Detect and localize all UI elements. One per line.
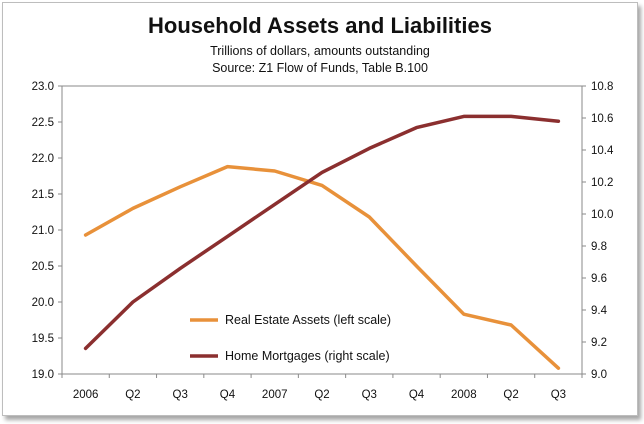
left-axis-tick-label: 21.0 [32,225,54,237]
right-axis-tick-label: 9.2 [591,337,607,349]
series-line-real-estate-assets [83,164,561,370]
legend-label: Real Estate Assets (left scale) [225,313,391,327]
x-axis-tick-label: 2008 [451,389,477,401]
x-axis-tick-label: Q2 [503,389,518,401]
left-axis-tick-label: 19.5 [32,333,54,345]
left-axis: 23.0 22.5 22.0 21.5 21.0 20.5 20.0 19.5 19.0 [32,81,62,381]
chart-frame: Household Assets and Liabilities Trillio… [2,2,638,416]
x-axis-tick-label: Q2 [125,389,140,401]
x-axis-tick-label: Q3 [551,389,566,401]
right-axis-tick-label: 10.6 [591,113,613,125]
right-axis-tick-label: 9.0 [591,369,607,381]
series-line-home-mortgages [83,114,561,351]
left-axis-tick-label: 22.5 [32,117,54,129]
left-axis-tick-label: 21.5 [32,189,54,201]
series-lines [83,114,561,370]
right-axis-tick-label: 10.8 [591,81,613,93]
x-axis-tick-label: Q2 [314,389,329,401]
x-axis-tick-label: 2007 [262,389,288,401]
left-axis-tick-label: 23.0 [32,81,54,93]
chart-subtitle-units: Trillions of dollars, amounts outstandin… [210,44,430,58]
left-axis-tick-label: 19.0 [32,369,54,381]
x-axis-tick-label: Q3 [362,389,377,401]
chart-title: Household Assets and Liabilities [148,13,492,38]
left-axis-tick-label: 22.0 [32,153,54,165]
x-axis-tick-label: Q4 [409,389,425,401]
legend: Real Estate Assets (left scale) Home Mort… [190,313,391,363]
legend-label: Home Mortgages (right scale) [225,349,390,363]
x-axis: 2006 Q2 Q3 Q4 2007 Q2 Q3 Q4 2008 Q2 Q3 [61,374,583,401]
x-axis-tick-label: Q3 [173,389,188,401]
right-axis-tick-label: 9.6 [591,273,607,285]
plot-area-border [61,85,583,375]
right-axis-tick-label: 9.4 [591,305,608,317]
left-axis-tick-label: 20.0 [32,297,54,309]
chart-subtitle-source: Source: Z1 Flow of Funds, Table B.100 [212,61,428,75]
right-axis-tick-label: 10.0 [591,209,613,221]
right-axis-tick-label: 10.4 [591,145,614,157]
right-axis-tick-label: 10.2 [591,177,613,189]
right-axis-tick-label: 9.8 [591,241,607,253]
x-axis-tick-label: Q4 [220,389,236,401]
left-axis-tick-label: 20.5 [32,261,54,273]
x-axis-tick-label: 2006 [73,389,99,401]
right-axis: 10.8 10.6 10.4 10.2 10.0 9.8 9.6 9.4 9.2 9.0 [582,81,614,381]
